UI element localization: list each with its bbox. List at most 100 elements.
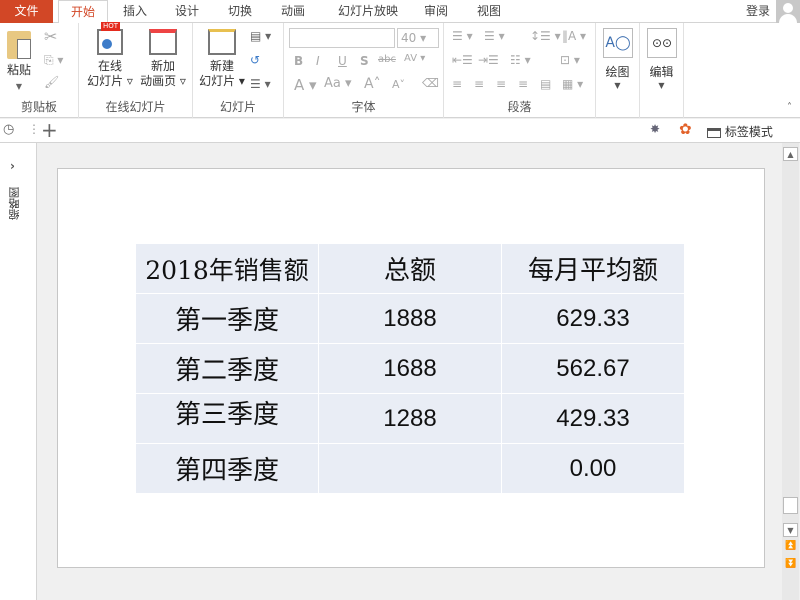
table-cell[interactable]: 1288 [318,393,502,444]
table-cell[interactable]: 第二季度 [135,343,319,394]
binoculars-icon: ⊙⊙ [647,28,677,58]
strikethrough-icon[interactable]: abc [378,54,396,65]
cut-icon[interactable]: ✂ [44,27,58,46]
table-row: 第一季度 1888 629.33 [135,293,685,344]
tab-home[interactable]: 开始 [58,0,108,24]
change-case-icon[interactable]: Aa ▾ [324,76,352,91]
tab-animations[interactable]: 动画 [280,4,305,18]
table-cell[interactable]: 1888 [318,293,502,344]
next-slide-icon[interactable]: ⏬ [785,559,797,569]
table-cell[interactable]: 629.33 [501,293,685,344]
align-left-icon[interactable]: ≡ [452,77,463,91]
font-size-value: 40 [401,31,417,45]
increase-indent-icon[interactable]: ⇥☰ [478,53,499,67]
table-cell[interactable]: 每月平均额 [501,243,685,294]
tab-file[interactable]: 文件 [0,0,53,23]
tag-mode-label: 标签模式 [724,125,773,139]
label-line: 新加 [150,59,175,73]
decrease-indent-icon[interactable]: ⇤☰ [452,53,473,67]
tab-view[interactable]: 视图 [476,4,501,18]
collapse-ribbon-icon[interactable]: ˄ [787,102,792,113]
tab-transitions[interactable]: 切换 [227,4,252,18]
tab-insert[interactable]: 插入 [122,4,147,18]
font-color-icon[interactable]: A ▾ [294,76,317,94]
table-cell[interactable]: 第四季度 [135,443,319,494]
expand-chevron-icon[interactable]: › [10,159,15,173]
align-text-icon[interactable]: ⊡ ▾ [560,53,580,67]
slide-canvas[interactable]: 2018年销售额 总额 每月平均额 第一季度 1888 629.33 第二季度 168… [57,168,765,568]
clear-format-icon[interactable]: ⌫ [422,76,439,90]
vertical-scrollbar[interactable]: ▲ ▼ ⏫ ⏬ [782,143,799,600]
drawing-button[interactable]: A◯ 绘图 ▼ [596,23,640,118]
online-slides-button[interactable]: HOT 在线 幻灯片 ▿ [87,22,133,88]
avatar[interactable] [776,0,800,23]
copy-icon[interactable]: ⎘ ▾ [44,53,64,67]
table-cell[interactable]: 1688 [318,343,502,394]
paste-label: 粘贴 [6,63,31,77]
magic-icon[interactable]: ✸ [650,122,661,136]
distribute-icon[interactable]: ▤ [540,77,552,91]
table-cell[interactable]: 第三季度 [135,393,319,444]
more-icon[interactable]: ⋮ [28,122,40,136]
table-cell[interactable]: 429.33 [501,393,685,444]
animation-page-icon [149,29,177,55]
bold-icon[interactable]: B [294,54,304,68]
group-label: 剪贴板 [20,100,57,114]
char-spacing-icon[interactable]: AV ▾ [404,53,426,64]
new-slide-button[interactable]: 新建 幻灯片 ▾ [197,29,247,89]
align-center-icon[interactable]: ≡ [474,77,485,91]
font-size-select[interactable]: 40 ▾ [397,28,439,48]
new-animation-page-button[interactable]: 新加 动画页 ▿ [137,29,189,89]
group-clipboard: 粘贴 ▼ ✂ ⎘ ▾ 🖌 剪贴板 [0,23,79,118]
quick-toolbar: ◷ ⋮ + ✸ ✿ 标签模式 [0,118,800,143]
tab-review[interactable]: 审阅 [423,4,448,18]
tag-mode-button[interactable]: 标签模式 [707,123,773,140]
shadow-icon[interactable]: S [360,54,369,68]
group-paragraph: ☰ ▾ ☰ ▾ ↕☰ ▾ ‖A ▾ ⇤☰ ⇥☰ ☷ ▾ ⊡ ▾ ≡ ≡ ≡ ≡ … [444,23,596,118]
bullets-icon[interactable]: ☰ ▾ [452,29,473,43]
text-direction-icon[interactable]: ‖A ▾ [562,29,587,43]
table-row: 第二季度 1688 562.67 [135,343,685,394]
sales-table[interactable]: 2018年销售额 总额 每月平均额 第一季度 1888 629.33 第二季度 168… [135,243,685,494]
underline-icon[interactable]: U [338,54,347,68]
table-cell[interactable]: 2018年销售额 [135,243,319,294]
hot-badge: HOT [101,22,121,31]
scroll-thumb[interactable] [783,497,798,514]
paste-button[interactable]: 粘贴 ▼ [4,31,34,94]
table-cell[interactable]: 第一季度 [135,293,319,344]
scroll-down-icon[interactable]: ▼ [783,523,798,537]
italic-icon[interactable]: I [316,54,320,68]
settings-gear-icon[interactable]: ✿ [679,120,692,138]
layout-icon[interactable]: ▤ ▾ [250,29,272,43]
table-cell[interactable]: 总额 [318,243,502,294]
history-icon[interactable]: ◷ [3,122,15,137]
dropdown-arrow-icon: ▼ [658,81,665,90]
group-label: 幻灯片 [219,100,256,114]
line-spacing-icon[interactable]: ↕☰ ▾ [530,29,561,43]
ribbon-tabs: 文件 开始 插入 设计 切换 动画 幻灯片放映 审阅 视图 登录 [0,0,800,24]
tab-design[interactable]: 设计 [174,4,199,18]
table-cell[interactable]: 562.67 [501,343,685,394]
justify-icon[interactable]: ≡ [518,77,529,91]
table-cell[interactable] [318,443,502,494]
group-label: 在线幻灯片 [105,100,166,114]
smartart-icon[interactable]: ▦ ▾ [562,77,584,91]
editing-button[interactable]: ⊙⊙ 编辑 ▼ [640,23,684,118]
columns-icon[interactable]: ☷ ▾ [510,53,531,67]
numbering-icon[interactable]: ☰ ▾ [484,29,505,43]
thumbnail-label[interactable]: 缩略图 [8,187,21,220]
font-name-select[interactable] [289,28,395,48]
section-icon[interactable]: ☰ ▾ [250,77,271,91]
table-row: 第四季度 0.00 [135,443,685,494]
tab-slideshow[interactable]: 幻灯片放映 [337,4,398,18]
login-link[interactable]: 登录 [745,4,770,18]
reset-icon[interactable]: ↺ [250,53,261,67]
shrink-font-icon[interactable]: A˅ [392,78,406,91]
scroll-up-icon[interactable]: ▲ [783,147,798,161]
grow-font-icon[interactable]: A˄ [364,76,381,92]
previous-slide-icon[interactable]: ⏫ [785,541,797,551]
table-cell[interactable]: 0.00 [501,443,685,494]
add-icon[interactable]: + [41,118,58,142]
format-painter-icon[interactable]: 🖌 [44,75,60,89]
align-right-icon[interactable]: ≡ [496,77,507,91]
